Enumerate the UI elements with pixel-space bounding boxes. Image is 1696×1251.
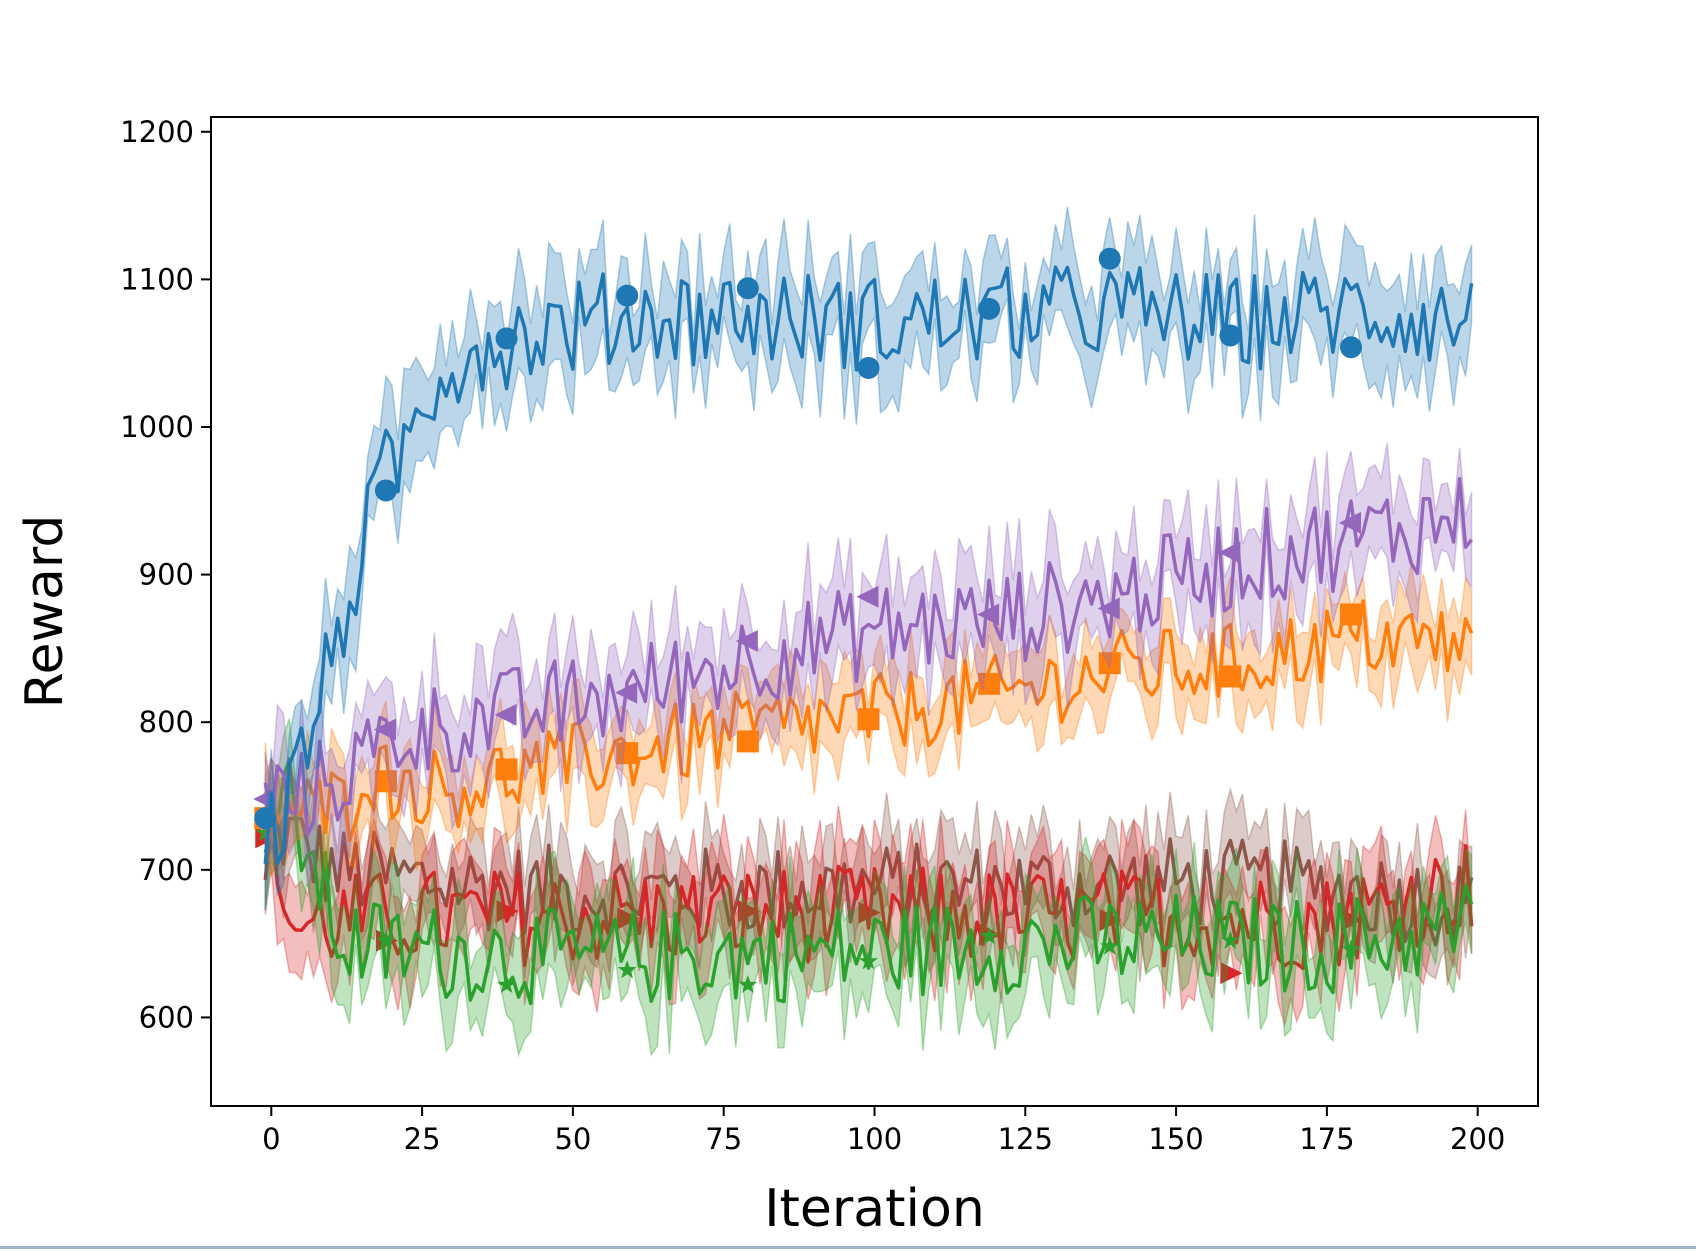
x-tick-label-6: 150 <box>1148 1122 1203 1156</box>
series-2-marker-6 <box>979 926 999 945</box>
x-tick-label-3: 75 <box>705 1122 742 1156</box>
series-0-confidence-band <box>264 206 1473 910</box>
series-0-marker-6 <box>978 297 1001 320</box>
series-2-marker-7 <box>1100 936 1120 955</box>
x-tick-label-5: 125 <box>998 1122 1053 1156</box>
series-2-marker-1 <box>376 930 396 949</box>
y-tick-label-1: 700 <box>139 853 194 887</box>
series-4-marker-2 <box>494 703 517 726</box>
series-1-marker-2 <box>495 758 518 781</box>
series-1-marker-7 <box>1098 652 1121 675</box>
x-tick-label-1: 25 <box>404 1122 441 1156</box>
series-layer <box>253 206 1474 1058</box>
axis-layer: 0 25 50 75 100 125 150 175 200 600 700 800 900 1000 11… <box>120 115 1505 1156</box>
series-0-marker-8 <box>1219 324 1242 347</box>
series-2-marker-3 <box>617 960 637 979</box>
series-1-marker-9 <box>1340 603 1363 626</box>
series-2-marker-0 <box>255 822 275 841</box>
series-3-marker-9 <box>1341 909 1364 932</box>
x-tick-label-7: 175 <box>1299 1122 1354 1156</box>
y-tick-label-6: 1200 <box>120 115 194 149</box>
series-2-line <box>263 757 1474 1006</box>
series-2-marker-8 <box>1220 930 1240 949</box>
series-3-marker-4 <box>737 900 760 923</box>
series-1-marker-5 <box>857 708 880 731</box>
y-tick-label-0: 600 <box>139 1000 194 1034</box>
series-0-marker-3 <box>616 284 639 307</box>
series-0-marker-2 <box>495 327 518 350</box>
y-tick-label-3: 900 <box>139 558 194 592</box>
x-axis-label: Iteration <box>764 1179 985 1239</box>
x-tick-label-4: 100 <box>847 1122 902 1156</box>
series-4-marker-3 <box>615 681 638 704</box>
series-2-marker-5 <box>859 951 878 970</box>
series-2-marker-2 <box>497 975 517 993</box>
series-3-marker-3 <box>617 907 640 930</box>
series-1-marker-8 <box>1219 665 1242 688</box>
y-tick-label-2: 800 <box>139 705 194 739</box>
series-0-marker-1 <box>374 479 397 502</box>
series-4-marker-7 <box>1097 597 1120 620</box>
series-1-marker-1 <box>374 770 397 793</box>
series-0-marker-7 <box>1098 247 1121 270</box>
series-3-confidence-band <box>264 758 1473 1028</box>
series-4-marker-1 <box>373 718 396 741</box>
series-2-confidence-band <box>264 718 1473 1058</box>
x-tick-label-8: 200 <box>1450 1122 1505 1156</box>
series-0-marker-9 <box>1340 336 1363 359</box>
y-tick-label-5: 1100 <box>120 262 194 296</box>
series-0-marker-5 <box>857 356 880 379</box>
series-3-marker-2 <box>496 900 519 923</box>
series-4-confidence-band <box>264 442 1473 887</box>
series-2-marker-4 <box>738 975 758 993</box>
series-4-marker-9 <box>1339 511 1362 534</box>
series-1-line <box>263 599 1474 845</box>
x-tick-label-0: 0 <box>262 1122 280 1156</box>
series-0-marker-4 <box>736 277 759 300</box>
series-4-line <box>263 476 1473 837</box>
series-1-marker-3 <box>616 742 639 765</box>
y-axis-label: Reward <box>15 515 75 709</box>
series-4-marker-8 <box>1218 541 1241 564</box>
series-0-line <box>263 265 1474 866</box>
series-3-marker-5 <box>858 901 881 924</box>
series-4-marker-6 <box>977 603 1000 626</box>
series-0-marker-0 <box>254 807 277 830</box>
series-3-marker-8 <box>1220 962 1243 985</box>
series-5-line <box>264 810 1474 947</box>
series-1-marker-6 <box>978 672 1001 695</box>
series-2-marker-9 <box>1341 939 1361 958</box>
series-1-marker-4 <box>736 730 759 753</box>
series-4-marker-4 <box>735 630 758 653</box>
x-tick-label-2: 50 <box>554 1122 591 1156</box>
y-tick-label-4: 1000 <box>120 410 194 444</box>
series-4-marker-5 <box>856 585 879 608</box>
bottom-divider <box>0 1246 1696 1249</box>
